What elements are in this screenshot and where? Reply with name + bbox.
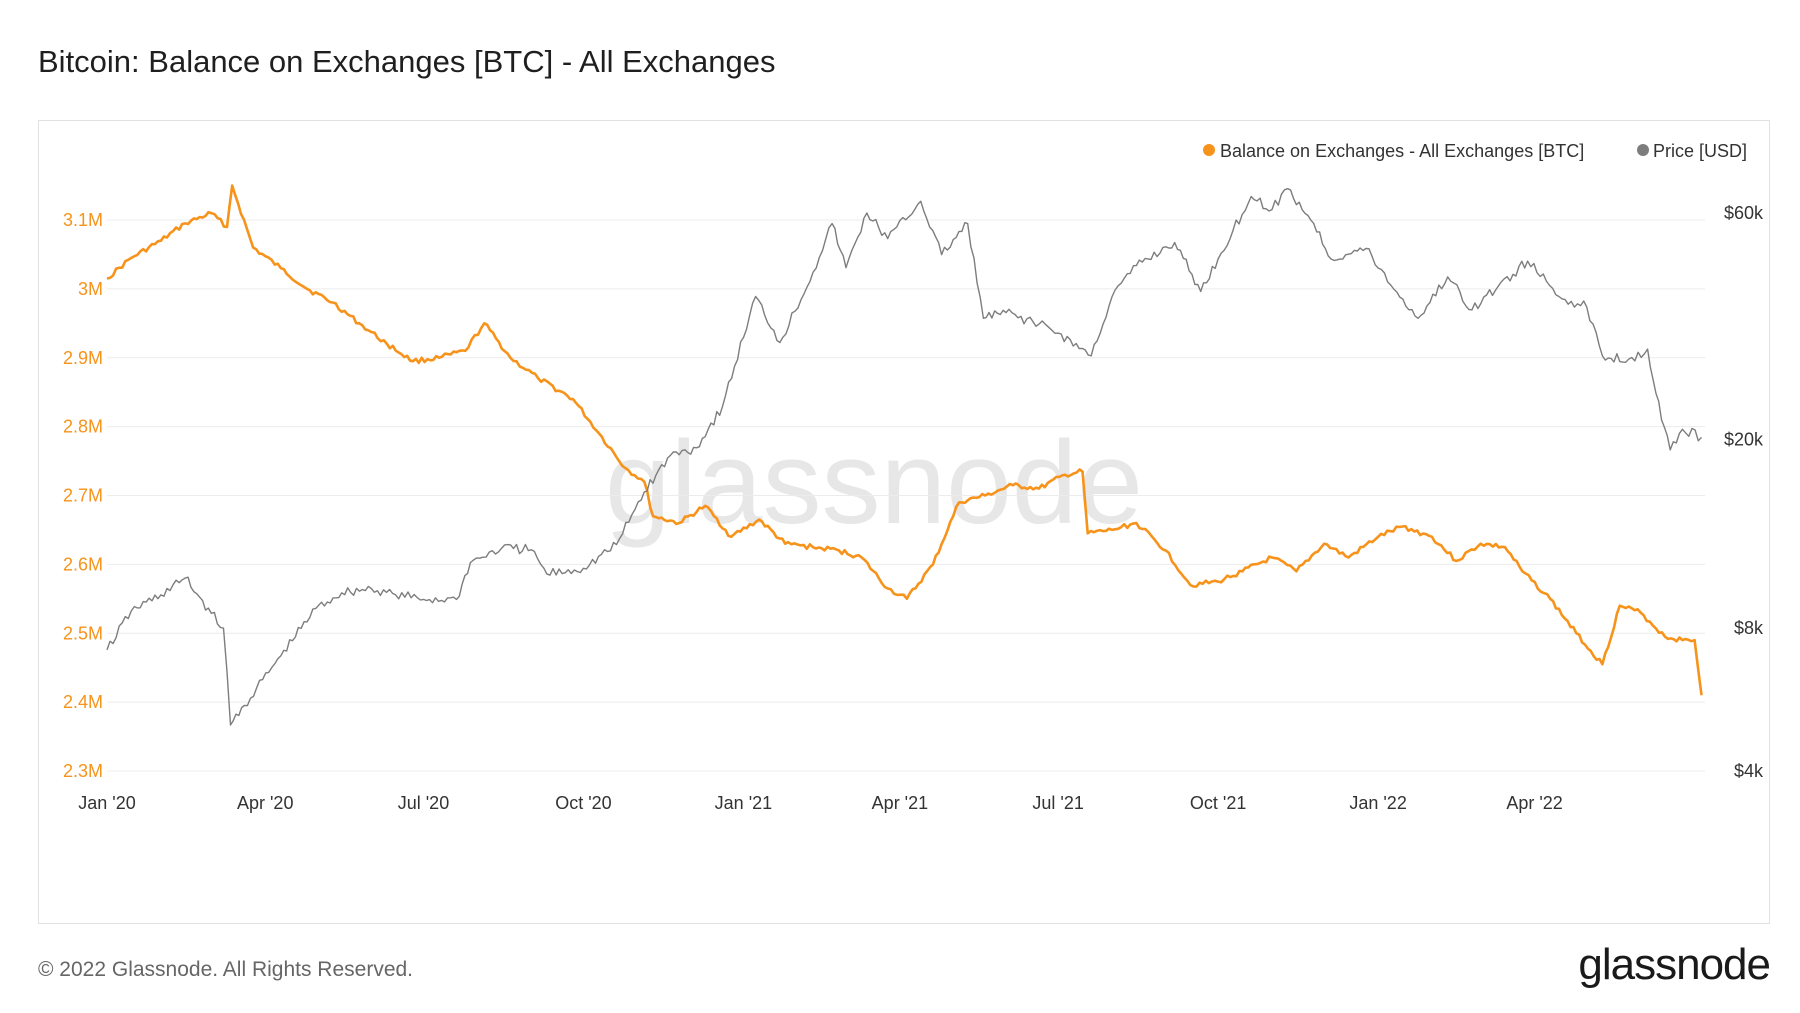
x-tick-label: Jan '21 (715, 793, 772, 813)
x-tick-label: Apr '20 (237, 793, 293, 813)
legend-item-balance[interactable]: Balance on Exchanges - All Exchanges [BT… (1203, 141, 1584, 161)
glassnode-logo[interactable]: glassnode (1578, 940, 1771, 989)
left-tick-label: 2.9M (63, 348, 103, 368)
right-tick-label: $4k (1734, 761, 1764, 781)
x-tick-label: Jan '22 (1349, 793, 1406, 813)
copyright: © 2022 Glassnode. All Rights Reserved. (38, 958, 414, 981)
left-tick-label: 2.3M (63, 761, 103, 781)
left-tick-label: 2.7M (63, 486, 103, 506)
legend-label-price: Price [USD] (1653, 141, 1747, 161)
chart-title: Bitcoin: Balance on Exchanges [BTC] - Al… (38, 44, 776, 79)
left-tick-label: 3.1M (63, 210, 103, 230)
legend: Balance on Exchanges - All Exchanges [BT… (1203, 141, 1747, 161)
left-tick-label: 2.5M (63, 623, 103, 643)
left-axis: 3.1M 3M 2.9M 2.8M 2.7M 2.6M 2.5M 2.4M 2.3M (63, 210, 103, 781)
right-tick-label: $20k (1724, 429, 1764, 449)
gridlines (107, 219, 1705, 772)
legend-item-price[interactable]: Price [USD] (1637, 141, 1747, 161)
left-tick-label: 2.8M (63, 417, 103, 437)
watermark: glassnode (605, 417, 1143, 549)
legend-marker-balance (1203, 144, 1215, 156)
chart-frame: glassnode 3.1M 3M 2.9M 2.8M 2.7M 2.6M 2.5M 2.4M… (38, 120, 1770, 924)
x-tick-label: Jan '20 (78, 793, 135, 813)
right-axis: $60k $20k $8k $4k (1724, 203, 1764, 781)
x-tick-label: Apr '21 (872, 793, 928, 813)
left-tick-label: 2.6M (63, 554, 103, 574)
x-axis: Jan '20 Apr '20 Jul '20 Oct '20 Jan '21 Apr '… (78, 793, 1563, 813)
x-tick-label: Jul '20 (398, 793, 449, 813)
x-tick-label: Apr '22 (1506, 793, 1562, 813)
legend-label-balance: Balance on Exchanges - All Exchanges [BT… (1220, 141, 1584, 161)
left-tick-label: 2.4M (63, 692, 103, 712)
series-line-price[interactable] (106, 188, 1703, 726)
series-group (106, 184, 1703, 726)
x-tick-label: Oct '20 (555, 793, 611, 813)
chart-svg: glassnode 3.1M 3M 2.9M 2.8M 2.7M 2.6M 2.5M 2.4M… (63, 141, 1764, 813)
x-tick-label: Jul '21 (1032, 793, 1083, 813)
right-tick-label: $60k (1724, 203, 1764, 223)
right-tick-label: $8k (1734, 618, 1764, 638)
legend-marker-price (1637, 144, 1649, 156)
x-tick-label: Oct '21 (1190, 793, 1246, 813)
series-line-balance[interactable] (106, 184, 1703, 696)
left-tick-label: 3M (78, 279, 103, 299)
